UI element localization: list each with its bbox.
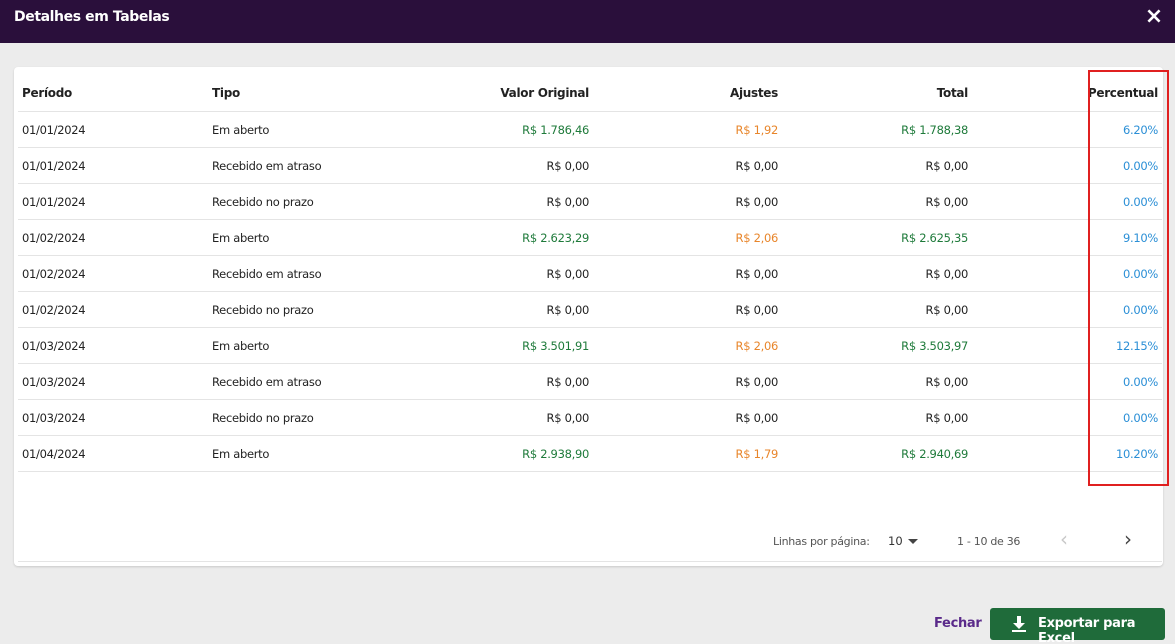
table-row: 01/03/2024 Recebido no prazo R$ 0,00 R$ 0,0… <box>18 400 1162 436</box>
cell-periodo: 01/01/2024 <box>22 122 86 137</box>
close-icon[interactable]: × <box>1144 4 1164 29</box>
close-button[interactable]: Fechar <box>934 616 982 631</box>
dialog-header: Detalhes em Tabelas × <box>0 0 1175 43</box>
table-row: 01/02/2024 Recebido em atraso R$ 0,00 R$ 0,… <box>18 256 1162 292</box>
cell-tipo: Recebido no prazo <box>212 410 314 425</box>
cell-periodo: 01/02/2024 <box>22 230 86 245</box>
cell-periodo: 01/03/2024 <box>22 338 86 353</box>
cell-ajustes: R$ 2,06 <box>735 338 779 353</box>
cell-tipo: Recebido em atraso <box>212 158 322 173</box>
cell-percentual: 12.15% <box>1115 338 1158 353</box>
cell-ajustes: R$ 0,00 <box>735 410 779 425</box>
table-row: 01/01/2024 Recebido em atraso R$ 0,00 R$ 0,… <box>18 148 1162 184</box>
cell-percentual: 0.00% <box>1122 158 1158 173</box>
cell-total: R$ 0,00 <box>925 194 969 209</box>
cell-valor-original: R$ 0,00 <box>546 302 590 317</box>
cell-percentual: 6.20% <box>1122 122 1158 137</box>
cell-percentual: 0.00% <box>1122 302 1158 317</box>
cell-tipo: Em aberto <box>212 446 270 461</box>
cell-periodo: 01/04/2024 <box>22 446 86 461</box>
cell-periodo: 01/02/2024 <box>22 302 86 317</box>
cell-total: R$ 0,00 <box>925 302 969 317</box>
download-icon <box>1012 616 1026 632</box>
cell-valor-original: R$ 0,00 <box>546 410 590 425</box>
header-total[interactable]: Total <box>936 86 969 100</box>
cell-valor-original: R$ 1.786,46 <box>522 122 589 137</box>
cell-tipo: Recebido no prazo <box>212 194 314 209</box>
cell-total: R$ 2.940,69 <box>901 446 968 461</box>
header-percentual[interactable]: Percentual <box>1087 86 1158 100</box>
dialog-title: Detalhes em Tabelas <box>14 9 170 25</box>
cell-ajustes: R$ 1,79 <box>735 446 779 461</box>
cell-periodo: 01/02/2024 <box>22 266 86 281</box>
table-row: 01/03/2024 Recebido em atraso R$ 0,00 R$ 0,… <box>18 364 1162 400</box>
cell-total: R$ 0,00 <box>925 158 969 173</box>
cell-tipo: Em aberto <box>212 230 270 245</box>
pagination-bar: Linhas por página: 10 1 - 10 de 36 ‹ › <box>18 522 1162 562</box>
cell-valor-original: R$ 3.501,91 <box>522 338 589 353</box>
cell-valor-original: R$ 2.938,90 <box>522 446 589 461</box>
cell-valor-original: R$ 0,00 <box>546 158 590 173</box>
cell-tipo: Recebido em atraso <box>212 374 322 389</box>
table-row: 01/01/2024 Em aberto R$ 1.786,46 R$ 1,92 R$ … <box>18 112 1162 148</box>
cell-periodo: 01/03/2024 <box>22 374 86 389</box>
cell-ajustes: R$ 0,00 <box>735 158 779 173</box>
header-ajustes[interactable]: Ajustes <box>729 86 778 100</box>
cell-tipo: Em aberto <box>212 338 270 353</box>
cell-ajustes: R$ 0,00 <box>735 194 779 209</box>
cell-valor-original: R$ 0,00 <box>546 194 590 209</box>
cell-total: R$ 0,00 <box>925 266 969 281</box>
cell-ajustes: R$ 0,00 <box>735 374 779 389</box>
cell-ajustes: R$ 0,00 <box>735 302 779 317</box>
cell-valor-original: R$ 0,00 <box>546 374 590 389</box>
table-row: 01/02/2024 Recebido no prazo R$ 0,00 R$ 0,0… <box>18 292 1162 328</box>
header-valor-original[interactable]: Valor Original <box>500 86 589 100</box>
cell-percentual: 10.20% <box>1115 446 1158 461</box>
cell-total: R$ 2.625,35 <box>901 230 968 245</box>
caret-down-icon[interactable] <box>908 539 918 544</box>
cell-periodo: 01/01/2024 <box>22 158 86 173</box>
cell-tipo: Recebido em atraso <box>212 266 322 281</box>
chevron-left-icon[interactable]: ‹ <box>1060 527 1068 551</box>
table-row: 01/03/2024 Em aberto R$ 3.501,91 R$ 2,06 R$ … <box>18 328 1162 364</box>
cell-total: R$ 3.503,97 <box>901 338 968 353</box>
cell-percentual: 0.00% <box>1122 194 1158 209</box>
cell-total: R$ 0,00 <box>925 410 969 425</box>
cell-tipo: Em aberto <box>212 122 270 137</box>
table-row: 01/01/2024 Recebido no prazo R$ 0,00 R$ 0,0… <box>18 184 1162 220</box>
cell-percentual: 0.00% <box>1122 266 1158 281</box>
cell-percentual: 9.10% <box>1122 230 1158 245</box>
table-card: Período Tipo Valor Original Ajustes Tota… <box>14 67 1163 566</box>
header-periodo[interactable]: Período <box>22 86 72 100</box>
export-excel-button[interactable]: Exportar para Excel <box>990 608 1165 644</box>
cell-ajustes: R$ 0,00 <box>735 266 779 281</box>
cell-total: R$ 1.788,38 <box>901 122 968 137</box>
cell-periodo: 01/03/2024 <box>22 410 86 425</box>
cell-percentual: 0.00% <box>1122 374 1158 389</box>
cell-ajustes: R$ 2,06 <box>735 230 779 245</box>
cell-valor-original: R$ 2.623,29 <box>522 230 589 245</box>
table-row: 01/02/2024 Em aberto R$ 2.623,29 R$ 2,06 R$ … <box>18 220 1162 256</box>
cell-tipo: Recebido no prazo <box>212 302 314 317</box>
export-button-label: Exportar para Excel <box>1038 616 1136 644</box>
cell-total: R$ 0,00 <box>925 374 969 389</box>
cell-valor-original: R$ 0,00 <box>546 266 590 281</box>
cell-percentual: 0.00% <box>1122 410 1158 425</box>
header-tipo[interactable]: Tipo <box>212 86 240 100</box>
rows-per-page-select[interactable]: 10 <box>888 534 903 548</box>
table-row: 01/04/2024 Em aberto R$ 2.938,90 R$ 1,79 R$ … <box>18 436 1162 472</box>
cell-ajustes: R$ 1,92 <box>735 122 779 137</box>
rows-per-page-label: Linhas por página: <box>773 535 870 548</box>
cell-periodo: 01/01/2024 <box>22 194 86 209</box>
table-header-row: Período Tipo Valor Original Ajustes Tota… <box>18 75 1162 112</box>
pagination-range: 1 - 10 de 36 <box>957 535 1021 548</box>
chevron-right-icon[interactable]: › <box>1124 527 1132 551</box>
